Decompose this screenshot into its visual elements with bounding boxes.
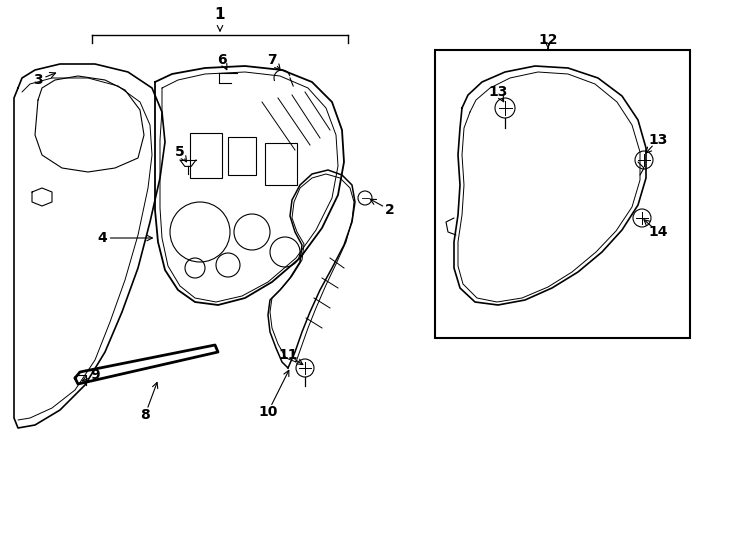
Bar	[228, 137, 256, 175]
Text: 11: 11	[278, 348, 298, 362]
Text: 9: 9	[90, 368, 100, 382]
Text: 13: 13	[648, 133, 668, 147]
Text: 14: 14	[648, 225, 668, 239]
Text: 2: 2	[385, 203, 395, 217]
Text: 6: 6	[217, 53, 227, 67]
Text: 13: 13	[488, 85, 508, 99]
Text: 12: 12	[538, 33, 558, 47]
Text: 5: 5	[175, 145, 185, 159]
Text: 1: 1	[215, 7, 225, 22]
Text: 7: 7	[267, 53, 277, 67]
Bar	[190, 133, 222, 178]
Bar	[265, 143, 297, 185]
Text: 4: 4	[97, 231, 107, 245]
Text: 3: 3	[33, 73, 43, 87]
Text: 10: 10	[258, 405, 277, 419]
Bar	[435, 50, 690, 338]
Text: 8: 8	[140, 408, 150, 422]
